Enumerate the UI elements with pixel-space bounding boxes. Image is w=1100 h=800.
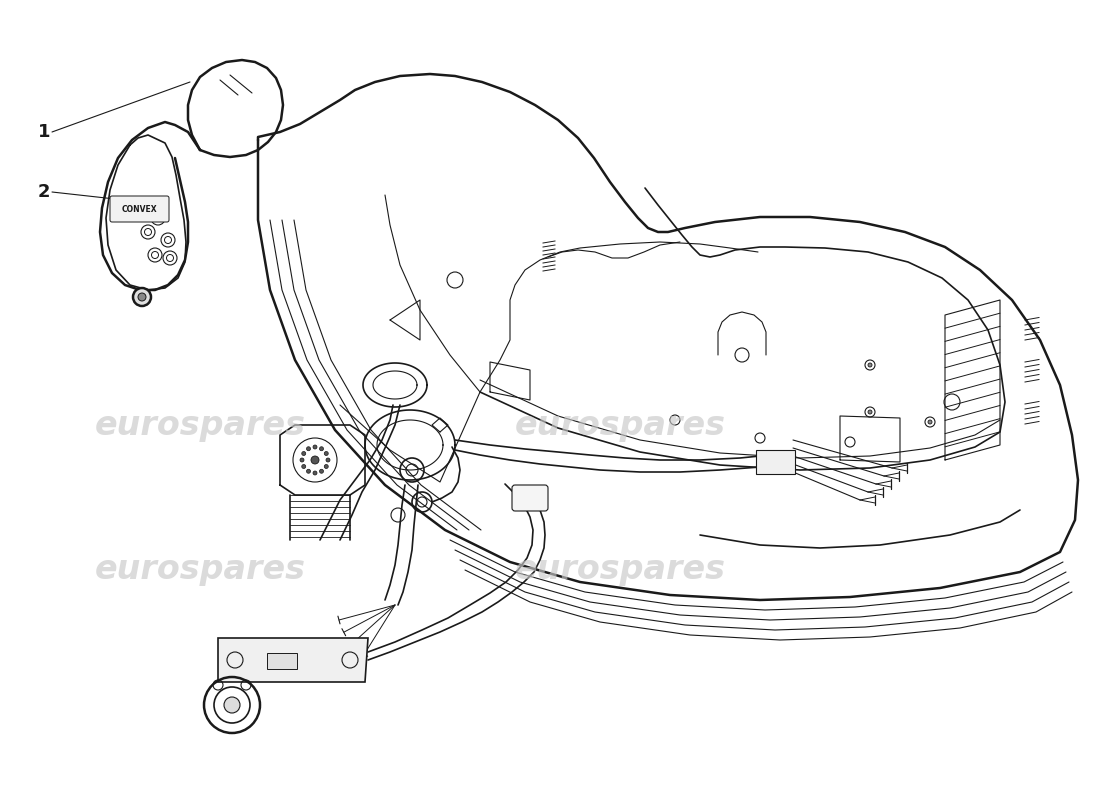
Circle shape (868, 410, 872, 414)
Circle shape (311, 456, 319, 464)
Circle shape (301, 451, 306, 455)
Circle shape (314, 445, 317, 449)
Circle shape (324, 465, 328, 469)
Circle shape (326, 458, 330, 462)
Circle shape (133, 288, 151, 306)
Text: 2: 2 (39, 183, 51, 201)
Circle shape (324, 451, 328, 455)
Text: eurospares: eurospares (95, 409, 306, 442)
Circle shape (300, 458, 304, 462)
Circle shape (319, 470, 323, 474)
Text: 1: 1 (39, 123, 51, 141)
Circle shape (224, 697, 240, 713)
Circle shape (928, 420, 932, 424)
Text: CONVEX: CONVEX (121, 205, 157, 214)
Text: eurospares: eurospares (95, 554, 306, 586)
Circle shape (314, 471, 317, 475)
Circle shape (301, 465, 306, 469)
Circle shape (307, 470, 310, 474)
FancyBboxPatch shape (110, 196, 169, 222)
FancyBboxPatch shape (267, 653, 297, 669)
Polygon shape (218, 638, 368, 682)
Circle shape (319, 446, 323, 450)
Circle shape (138, 293, 146, 301)
FancyBboxPatch shape (756, 450, 795, 474)
Text: eurospares: eurospares (515, 409, 726, 442)
Text: eurospares: eurospares (515, 554, 726, 586)
FancyBboxPatch shape (512, 485, 548, 511)
Circle shape (868, 363, 872, 367)
Circle shape (307, 446, 310, 450)
